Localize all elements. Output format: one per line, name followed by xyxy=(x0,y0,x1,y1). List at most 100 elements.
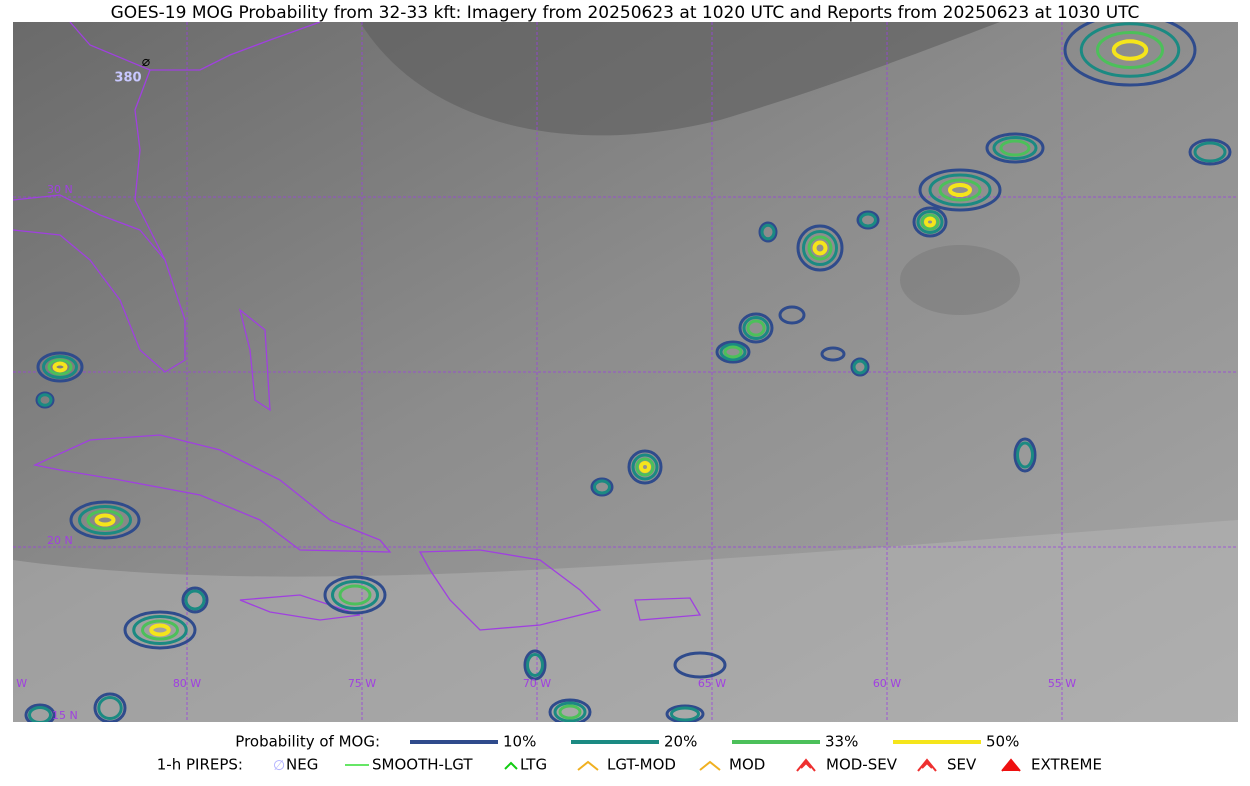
contour xyxy=(93,692,127,722)
contour xyxy=(553,701,587,722)
pirep-label: LTG xyxy=(520,756,547,774)
contour xyxy=(184,589,206,611)
contour xyxy=(526,653,544,677)
contour xyxy=(807,235,833,261)
contour xyxy=(850,357,870,377)
pirep-label: SMOOTH-LGT xyxy=(372,756,473,774)
contour xyxy=(94,513,116,527)
contour xyxy=(181,586,209,614)
title: GOES-19 MOG Probability from 32-33 kft: … xyxy=(111,3,1140,23)
contour xyxy=(723,345,743,359)
contour xyxy=(856,210,880,230)
contour xyxy=(78,505,132,535)
contour xyxy=(916,210,944,234)
contour xyxy=(635,457,655,477)
contour xyxy=(338,584,372,606)
contour xyxy=(590,477,614,497)
contour xyxy=(548,698,592,722)
contour xyxy=(593,479,611,495)
contour xyxy=(796,224,844,272)
contour xyxy=(639,461,651,473)
contour xyxy=(42,355,78,379)
pirep-symbol xyxy=(917,758,937,772)
lon-label: 60 W xyxy=(873,677,901,690)
contour xyxy=(852,359,868,375)
contour xyxy=(141,619,179,641)
contour xyxy=(52,361,68,373)
legend-title: 1-h PIREPS: xyxy=(157,756,243,774)
contour xyxy=(86,509,124,531)
pirep-label: NEG xyxy=(286,756,318,774)
pirep-symbol xyxy=(504,761,518,770)
pirep-symbol: ∅ xyxy=(273,758,285,774)
moist-band xyxy=(13,520,1238,722)
map: 30 N 20 N 15 N 85 W 80 W 75 W 70 W 65 W 60 W 55 W… xyxy=(0,22,1238,722)
contour xyxy=(715,340,751,364)
pirep-label: LGT-MOD xyxy=(607,756,676,774)
contour xyxy=(331,580,379,610)
legend-label: 10% xyxy=(503,733,536,751)
contour xyxy=(738,312,774,344)
graticule xyxy=(13,22,1238,722)
contour xyxy=(985,132,1045,164)
pirep-label: SEV xyxy=(947,756,977,774)
contour xyxy=(918,168,1002,212)
contour xyxy=(742,316,770,340)
contour xyxy=(665,704,705,722)
contour xyxy=(24,703,56,722)
contour xyxy=(1013,437,1037,473)
dry-slot xyxy=(360,22,1000,136)
lat-label: 15 N xyxy=(52,709,78,722)
lon-label: 70 W xyxy=(523,677,551,690)
contour xyxy=(1111,39,1149,61)
neg-symbol: ⌀ xyxy=(142,54,151,70)
contour xyxy=(37,393,53,407)
lon-label: 80 W xyxy=(173,677,201,690)
contour xyxy=(1096,31,1164,69)
report-label: 380 xyxy=(114,71,141,86)
lon-label: 55 W xyxy=(1048,677,1076,690)
lat-label: 20 N xyxy=(47,534,73,547)
coastlines xyxy=(13,22,702,631)
lat-label: 30 N xyxy=(47,183,73,196)
grid-labels: 30 N 20 N 15 N 85 W 80 W 75 W 70 W 65 W 60 W 55 W xyxy=(0,183,1076,722)
contour xyxy=(948,183,972,197)
contour xyxy=(812,240,828,256)
contour xyxy=(28,706,52,722)
contour xyxy=(719,343,747,361)
contour xyxy=(992,136,1038,160)
legend-title: Probability of MOG: xyxy=(235,733,380,751)
contour xyxy=(69,500,141,540)
contour xyxy=(1063,22,1197,87)
contour xyxy=(670,706,700,722)
contour xyxy=(778,305,806,325)
lon-label: 85 W xyxy=(0,677,27,690)
contour xyxy=(758,221,778,243)
mog-contours xyxy=(24,22,1232,722)
pirep-label: MOD-SEV xyxy=(826,756,898,774)
contour xyxy=(673,651,727,679)
contour xyxy=(132,615,188,645)
contour xyxy=(631,453,659,481)
swirl xyxy=(900,245,1020,315)
legend: Probability of MOG: 10% 20% 33% 50% 1-h PIREP… xyxy=(157,733,1102,775)
pirep-symbol xyxy=(699,760,721,771)
contour xyxy=(859,212,877,228)
contour xyxy=(820,346,846,362)
contour xyxy=(47,358,73,376)
contour xyxy=(1079,22,1181,78)
contour xyxy=(802,230,838,266)
pirep-label: EXTREME xyxy=(1031,756,1102,774)
contour xyxy=(97,696,123,720)
contour xyxy=(912,206,948,238)
contour xyxy=(36,351,84,383)
contour xyxy=(999,139,1031,157)
contour xyxy=(938,178,982,202)
contour xyxy=(627,449,663,485)
pirep-symbol xyxy=(577,760,599,771)
contour xyxy=(123,610,197,650)
pirep-symbol xyxy=(1001,758,1021,772)
pirep-label: MOD xyxy=(729,756,765,774)
contour xyxy=(928,173,992,207)
